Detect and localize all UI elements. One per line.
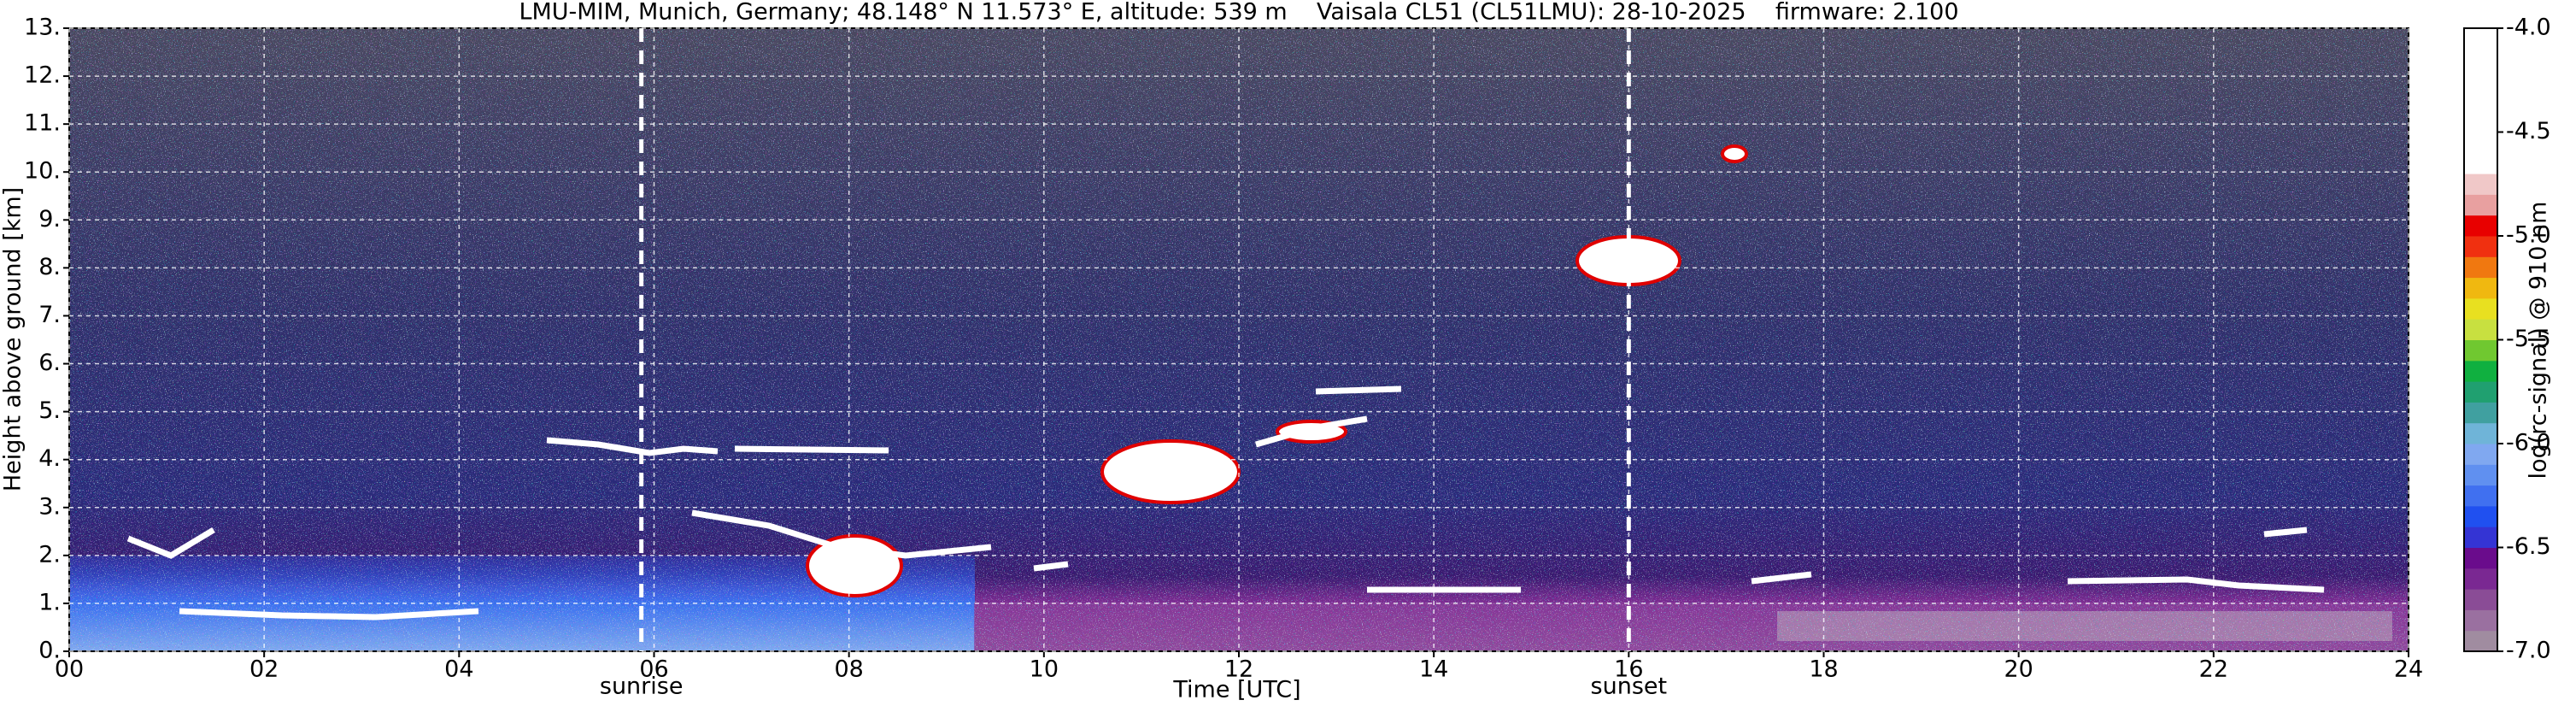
colorbar-swatch: [2464, 174, 2497, 195]
y-tick-label: 0.: [38, 638, 61, 664]
y-tick-label: 1.: [38, 589, 61, 615]
colorbar-swatch: [2464, 319, 2497, 340]
y-tick-label: 11.: [24, 110, 61, 137]
colorbar-swatch: [2464, 28, 2497, 50]
colorbar-swatch: [2464, 194, 2497, 216]
chart-title: LMU-MIM, Munich, Germany; 48.148° N 11.5…: [519, 0, 1958, 26]
colorbar-tick-label: -5.5: [2506, 326, 2551, 352]
colorbar-tick-label: -4.5: [2506, 118, 2551, 144]
colorbar-swatch: [2464, 547, 2497, 569]
colorbar-tick-label: -6.0: [2506, 430, 2551, 456]
x-tick-label: 24: [2394, 656, 2423, 683]
y-tick-label: 2.: [38, 541, 61, 568]
y-tick-label: 3.: [38, 493, 61, 520]
y-tick-label: 8.: [38, 254, 61, 280]
y-tick-label: 4.: [38, 445, 61, 472]
x-tick-label: 02: [249, 656, 279, 683]
colorbar-swatch: [2464, 568, 2497, 590]
colorbar-swatch: [2464, 609, 2497, 632]
annotation-label: sunrise: [600, 674, 684, 700]
colorbar-tick-label: -6.5: [2506, 533, 2551, 560]
colorbar-swatch: [2464, 277, 2497, 299]
colorbar-swatch: [2464, 444, 2497, 465]
y-axis-label: Height above ground [km]: [0, 187, 26, 491]
colorbar-swatch: [2464, 69, 2497, 91]
x-tick-label: 08: [834, 656, 863, 683]
colorbar-swatch: [2464, 297, 2497, 320]
colorbar-swatch: [2464, 152, 2497, 174]
x-tick-label: 20: [2004, 656, 2033, 683]
colorbar-swatch: [2464, 111, 2497, 132]
colorbar-swatch: [2464, 236, 2497, 257]
x-tick-label: 04: [444, 656, 473, 683]
colorbar-swatch: [2464, 422, 2497, 444]
colorbar-swatch: [2464, 339, 2497, 362]
colorbar-swatch: [2464, 630, 2497, 652]
y-tick-label: 7.: [38, 302, 61, 328]
colorbar-swatch: [2464, 505, 2497, 527]
colorbar-swatch: [2464, 360, 2497, 382]
x-tick-label: 10: [1030, 656, 1059, 683]
colorbar-swatch: [2464, 132, 2497, 154]
colorbar-swatch: [2464, 49, 2497, 71]
colorbar-tick-label: -7.0: [2506, 638, 2551, 664]
colorbar-label: log(rc-signal) @ 910 nm: [2526, 202, 2552, 479]
y-tick-label: 12.: [24, 62, 61, 89]
colorbar-swatch: [2464, 589, 2497, 610]
x-tick-label: 00: [55, 656, 84, 683]
colorbar-swatch: [2464, 90, 2497, 112]
x-tick-label: 12: [1224, 656, 1253, 683]
y-tick-label: 6.: [38, 350, 61, 376]
y-tick-label: 10.: [24, 158, 61, 185]
x-tick-label: 06: [639, 656, 668, 683]
y-tick-label: 9.: [38, 206, 61, 232]
x-tick-label: 22: [2199, 656, 2228, 683]
x-axis-label: Time [UTC]: [1172, 677, 1300, 703]
colorbar-swatch: [2464, 527, 2497, 548]
x-tick-label: 18: [1809, 656, 1838, 683]
colorbar-tick-label: -5.0: [2506, 222, 2551, 249]
x-tick-label: 16: [1614, 656, 1643, 683]
y-tick-label: 5.: [38, 397, 61, 424]
colorbar-swatch: [2464, 256, 2497, 279]
colorbar-swatch: [2464, 402, 2497, 424]
cloud-layers: [126, 385, 2325, 621]
annotation-label: sunset: [1591, 674, 1668, 700]
colorbar-tick-label: -4.0: [2506, 15, 2551, 41]
colorbar-swatch: [2464, 381, 2497, 403]
colorbar-swatch: [2464, 215, 2497, 237]
colorbar-swatch: [2464, 464, 2497, 486]
colorbar-swatch: [2464, 485, 2497, 507]
x-tick-label: 14: [1419, 656, 1448, 683]
y-tick-label: 13.: [24, 15, 61, 41]
